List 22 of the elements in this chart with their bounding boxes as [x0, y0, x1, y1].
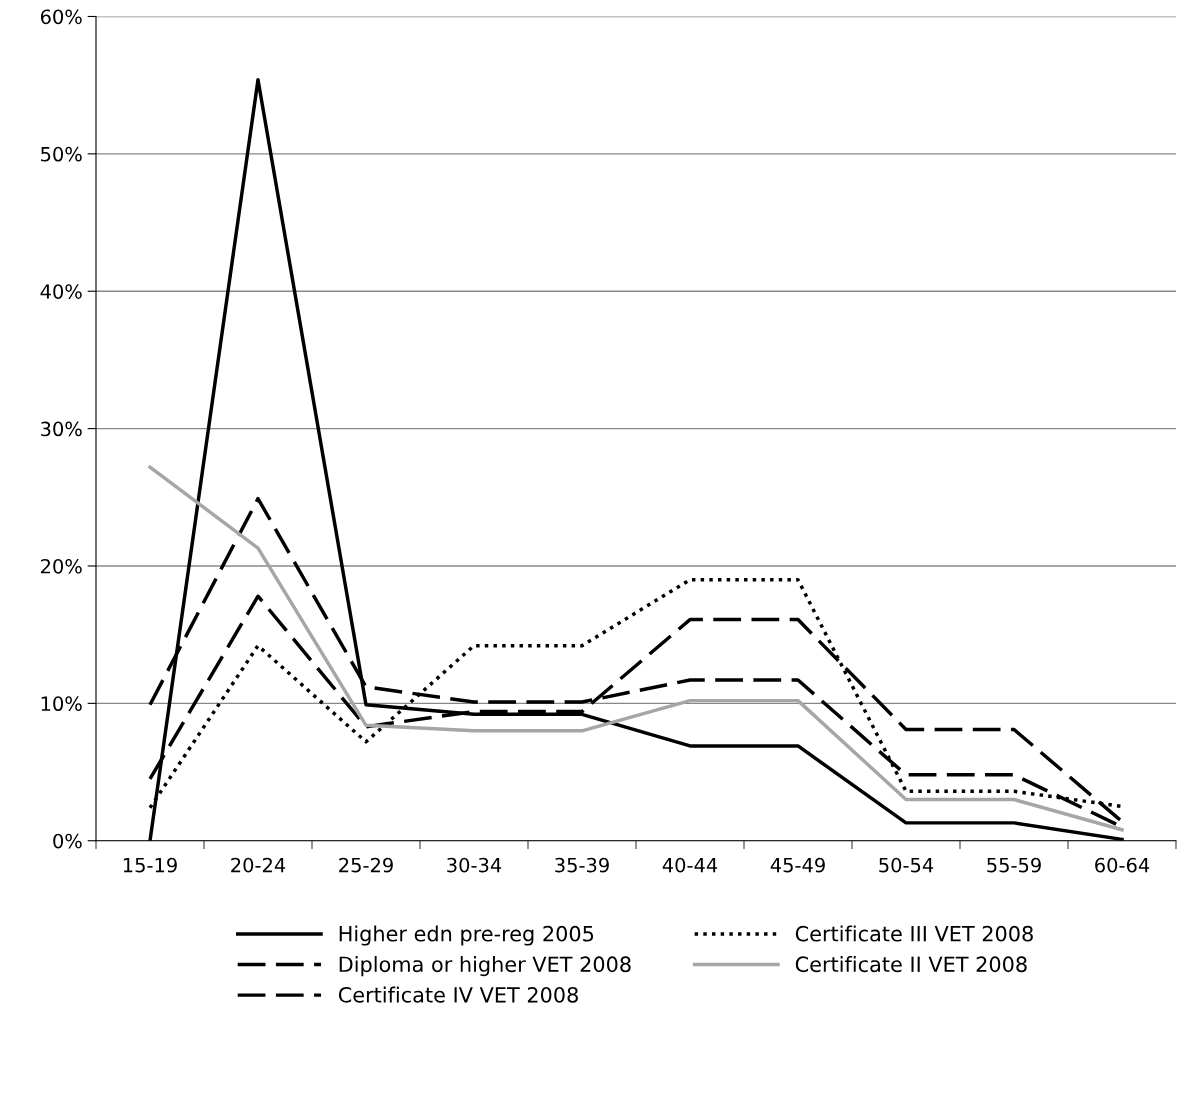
y-tick-label: 30% [41, 421, 82, 437]
y-tick-label: 20% [41, 558, 82, 574]
x-tick-label: 60-64 [1095, 857, 1150, 873]
x-tick-label: 50-54 [879, 857, 934, 873]
legend-label: Diploma or higher VET 2008 [339, 956, 631, 977]
legend-label: Certificate IV VET 2008 [338, 986, 578, 1003]
y-tick-label: 0% [53, 833, 82, 849]
y-tick-label: 40% [40, 284, 82, 299]
x-tick-label: 45-49 [770, 857, 825, 873]
legend-label: Higher edn pre-reg 2005 [339, 925, 594, 946]
x-tick-label: 55-59 [987, 857, 1041, 873]
x-tick-label: 30-34 [447, 857, 502, 873]
y-tick-label: 60% [40, 9, 82, 25]
x-tick-label: 20-24 [231, 857, 286, 873]
y-tick-label: 10% [41, 696, 82, 712]
x-tick-label: 35-39 [555, 857, 609, 873]
x-tick-label: 15-19 [123, 857, 177, 873]
y-tick-label: 50% [41, 146, 82, 162]
legend-label: Certificate III VET 2008 [795, 925, 1033, 942]
x-tick-label: 25-29 [339, 857, 393, 873]
legend-label: Certificate II VET 2008 [795, 956, 1027, 973]
x-tick-label: 40-44 [662, 857, 718, 873]
